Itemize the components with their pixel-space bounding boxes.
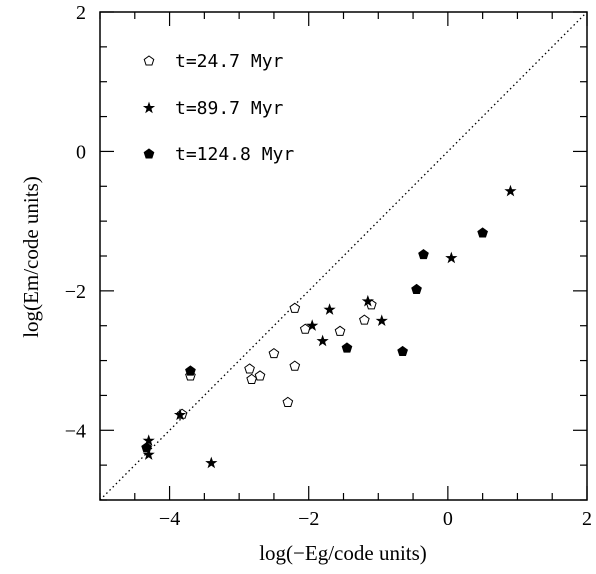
data-point-star [504, 184, 517, 197]
data-point-filled-pentagon [477, 227, 488, 238]
data-point-filled-pentagon [397, 345, 408, 357]
legend-marker-star [142, 101, 156, 114]
data-point-open-pentagon [299, 323, 311, 334]
data-point-open-pentagon [289, 302, 301, 313]
x-tick-label: 0 [443, 508, 453, 530]
y-tick-label: −2 [65, 281, 86, 303]
legend-label: t=124.8 Myr [175, 144, 294, 165]
data-point-filled-pentagon [411, 283, 422, 295]
reference-line [99, 11, 588, 501]
data-point-star [142, 434, 155, 446]
data-point-star [316, 334, 329, 347]
x-axis-title: log(−Eg/code units) [259, 541, 427, 565]
legend-label: t=89.7 Myr [175, 98, 284, 119]
legend: t=24.7 Myr t=89.7 Myr t=124.8 Myr [142, 51, 294, 165]
x-tick-label: −4 [159, 508, 180, 530]
data-point-star [142, 448, 155, 460]
data-point-open-pentagon [282, 396, 294, 407]
data-point-star [205, 456, 218, 469]
ticks-layer: −4 −2 0 2 −4 −2 0 2 [65, 2, 592, 530]
y-tick-label: −4 [65, 420, 86, 442]
data-point-star [306, 319, 319, 331]
data-point-filled-pentagon [341, 342, 353, 353]
data-point-filled-pentagon [185, 365, 196, 376]
points-layer [141, 184, 517, 469]
legend-marker-open-pentagon [143, 55, 155, 66]
data-point-open-pentagon [359, 314, 370, 325]
data-point-open-pentagon [244, 363, 255, 374]
data-point-open-pentagon [246, 373, 258, 384]
legend-marker-filled-pentagon [143, 148, 155, 159]
data-point-filled-pentagon [418, 248, 429, 260]
data-point-open-pentagon [254, 370, 266, 381]
x-tick-label: −2 [298, 508, 319, 530]
y-tick-label: 2 [76, 2, 86, 24]
data-point-open-pentagon [289, 360, 301, 371]
reference-line-layer [99, 11, 588, 501]
y-tick-label: 0 [76, 141, 86, 163]
data-point-star [173, 408, 187, 421]
legend-label: t=24.7 Myr [175, 51, 284, 72]
x-tick-label: 2 [582, 508, 592, 530]
data-point-star [323, 303, 336, 315]
y-axis-title: log(Em/code units) [19, 176, 43, 338]
data-point-filled-pentagon [141, 442, 152, 453]
data-point-star [375, 314, 388, 327]
data-point-open-pentagon [268, 347, 280, 359]
data-point-star [361, 294, 374, 307]
data-point-star [445, 251, 458, 264]
data-point-open-pentagon [334, 325, 346, 336]
